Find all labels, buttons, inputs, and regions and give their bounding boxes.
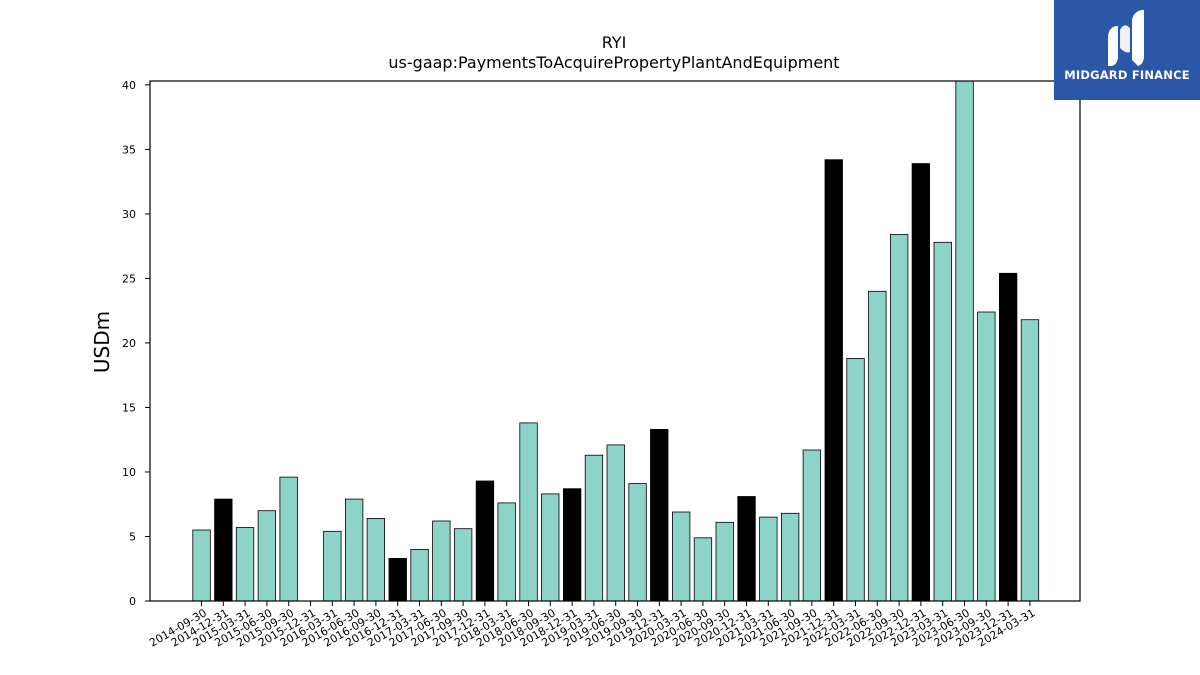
y-axis-label: USDm bbox=[90, 311, 114, 373]
bar-2020-09-30 bbox=[715, 521, 734, 602]
bar-2021-12-31 bbox=[824, 159, 843, 602]
x-axis-ticks: 2014-09-302014-12-312015-03-312015-06-30… bbox=[147, 601, 1037, 650]
y-tick-label: 10 bbox=[122, 466, 136, 479]
bar-2016-09-30 bbox=[366, 518, 386, 602]
bar-2021-03-31 bbox=[759, 516, 778, 602]
y-axis-ticks: 0 5 10 15 20 25 30 35 40 bbox=[122, 79, 150, 608]
bar-2015-03-31 bbox=[235, 527, 255, 602]
y-tick-label: 20 bbox=[122, 337, 136, 350]
brand-logo: MIDGARD FINANCE bbox=[1054, 0, 1200, 100]
bar-2023-12-31 bbox=[999, 272, 1018, 602]
bar-2021-09-30 bbox=[802, 449, 821, 602]
bar-2022-09-30 bbox=[890, 234, 909, 602]
bar-2022-12-31 bbox=[911, 163, 930, 602]
bar-2014-09-30 bbox=[192, 529, 211, 602]
bar-2018-06-30 bbox=[519, 422, 538, 602]
bar-2017-12-31 bbox=[475, 480, 495, 602]
bar-2015-09-30 bbox=[279, 476, 298, 602]
bar-2017-09-30 bbox=[453, 528, 473, 602]
bars-group bbox=[192, 80, 1040, 602]
chart-title: RYI bbox=[602, 33, 627, 52]
bar-2017-06-30 bbox=[432, 520, 451, 602]
y-tick-label: 5 bbox=[129, 530, 136, 543]
bar-2019-12-31 bbox=[650, 428, 669, 602]
bar-2023-03-31 bbox=[933, 241, 952, 602]
brand-name: MIDGARD FINANCE bbox=[1064, 68, 1190, 82]
bar-2023-09-30 bbox=[977, 311, 996, 602]
plot-frame bbox=[149, 80, 1081, 602]
y-tick-label: 25 bbox=[122, 272, 136, 285]
bar-2016-03-31 bbox=[323, 530, 342, 602]
bar-2018-03-31 bbox=[497, 502, 516, 602]
bar-2019-09-30 bbox=[628, 483, 647, 602]
bar-2021-06-30 bbox=[781, 512, 800, 602]
bar-2018-09-30 bbox=[541, 493, 560, 602]
bar-2019-06-30 bbox=[606, 444, 625, 602]
bar-2019-03-31 bbox=[584, 454, 604, 602]
midgard-m-logo-icon bbox=[1108, 10, 1144, 66]
y-tick-label: 35 bbox=[122, 143, 136, 156]
y-tick-label: 0 bbox=[129, 595, 136, 608]
bar-2022-03-31 bbox=[846, 357, 865, 602]
bar-2014-12-31 bbox=[214, 498, 233, 602]
bar-2023-06-30 bbox=[955, 80, 974, 602]
bar-2015-06-30 bbox=[257, 510, 277, 602]
y-tick-label: 40 bbox=[122, 79, 136, 92]
bar-2017-03-31 bbox=[410, 549, 429, 602]
bar-2020-03-31 bbox=[672, 511, 691, 602]
chart-subtitle: us-gaap:PaymentsToAcquirePropertyPlantAn… bbox=[388, 53, 839, 72]
bar-2018-12-31 bbox=[563, 488, 582, 602]
bar-2020-06-30 bbox=[693, 537, 713, 602]
y-tick-label: 15 bbox=[122, 401, 136, 414]
bar-2024-03-31 bbox=[1020, 319, 1040, 602]
bar-2016-12-31 bbox=[388, 558, 407, 602]
bar-2020-12-31 bbox=[737, 496, 756, 602]
bar-2016-06-30 bbox=[344, 498, 364, 602]
bar-2022-06-30 bbox=[868, 290, 887, 602]
y-tick-label: 30 bbox=[122, 208, 136, 221]
